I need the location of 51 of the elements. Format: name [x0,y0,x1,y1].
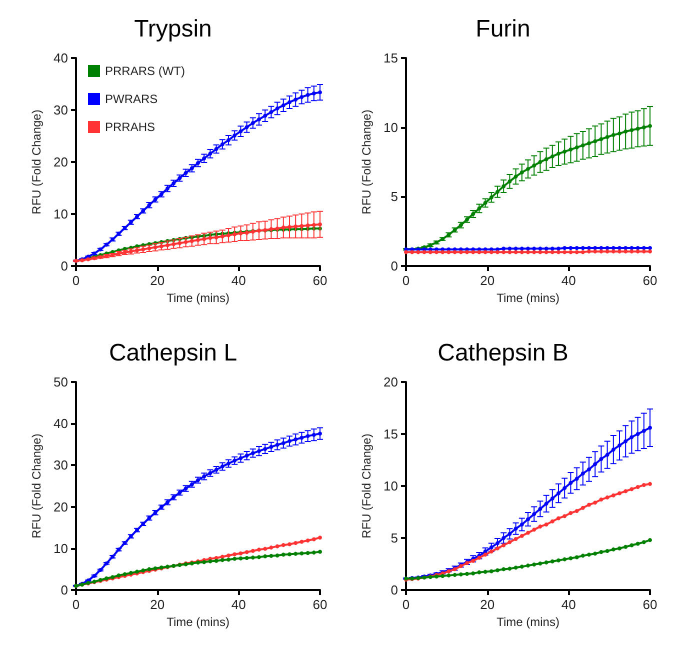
y-axis-title: RFU (Fold Change) [30,434,44,538]
x-tick-label: 60 [312,273,328,288]
y-tick-label: 10 [54,206,68,222]
y-tick-label: 5 [390,189,398,204]
x-tick-label: 20 [480,273,495,288]
x-tick-label: 0 [72,597,80,612]
chart-title: Furin [476,16,530,42]
x-axis-title: Time (mins) [496,615,560,629]
x-axis-title: Time (mins) [166,291,230,305]
legend-label: PRRAHS [105,120,156,134]
y-tick-label: 15 [384,426,398,442]
y-tick-label: 40 [54,416,68,432]
chart-title: Trypsin [134,16,212,42]
y-tick-label: 0 [390,582,398,598]
y-tick-label: 50 [54,374,68,390]
x-tick-label: 0 [72,273,80,288]
chart-title: Cathepsin L [108,340,238,366]
x-tick-label: 20 [480,597,495,612]
x-tick-label: 40 [231,273,246,288]
y-tick-label: 0 [390,258,398,274]
y-tick-label: 20 [54,499,68,514]
y-tick-label: 5 [390,530,398,546]
y-tick-label: 30 [54,458,68,473]
y-tick-label: 15 [384,50,398,66]
x-tick-label: 0 [402,597,410,612]
y-axis-title: RFU (Fold Change) [30,110,44,214]
legend-label: PRRARS (WT) [105,64,185,78]
x-tick-label: 60 [642,273,658,288]
x-tick-label: 0 [402,273,410,288]
y-axis-title: RFU (Fold Change) [360,434,374,538]
x-tick-label: 40 [561,273,576,288]
y-tick-label: 20 [54,154,68,170]
y-tick-label: 20 [384,374,398,390]
y-tick-label: 30 [54,102,68,118]
y-tick-label: 40 [54,50,68,66]
x-tick-label: 40 [561,597,576,612]
x-axis-title: Time (mins) [166,615,230,629]
x-tick-label: 20 [150,597,165,612]
x-tick-label: 40 [231,597,246,612]
x-tick-label: 60 [312,597,328,612]
x-axis-title: Time (mins) [496,291,560,305]
x-tick-label: 20 [150,273,165,288]
y-tick-label: 0 [60,258,68,274]
x-tick-label: 60 [642,597,658,612]
legend-label: PWRARS [105,92,158,106]
y-axis-title: RFU (Fold Change) [360,110,374,214]
y-tick-label: 10 [384,478,398,494]
y-tick-label: 10 [384,120,398,135]
y-tick-label: 10 [54,540,68,556]
chart-title: Cathepsin B [438,340,568,366]
y-tick-label: 0 [60,582,68,598]
